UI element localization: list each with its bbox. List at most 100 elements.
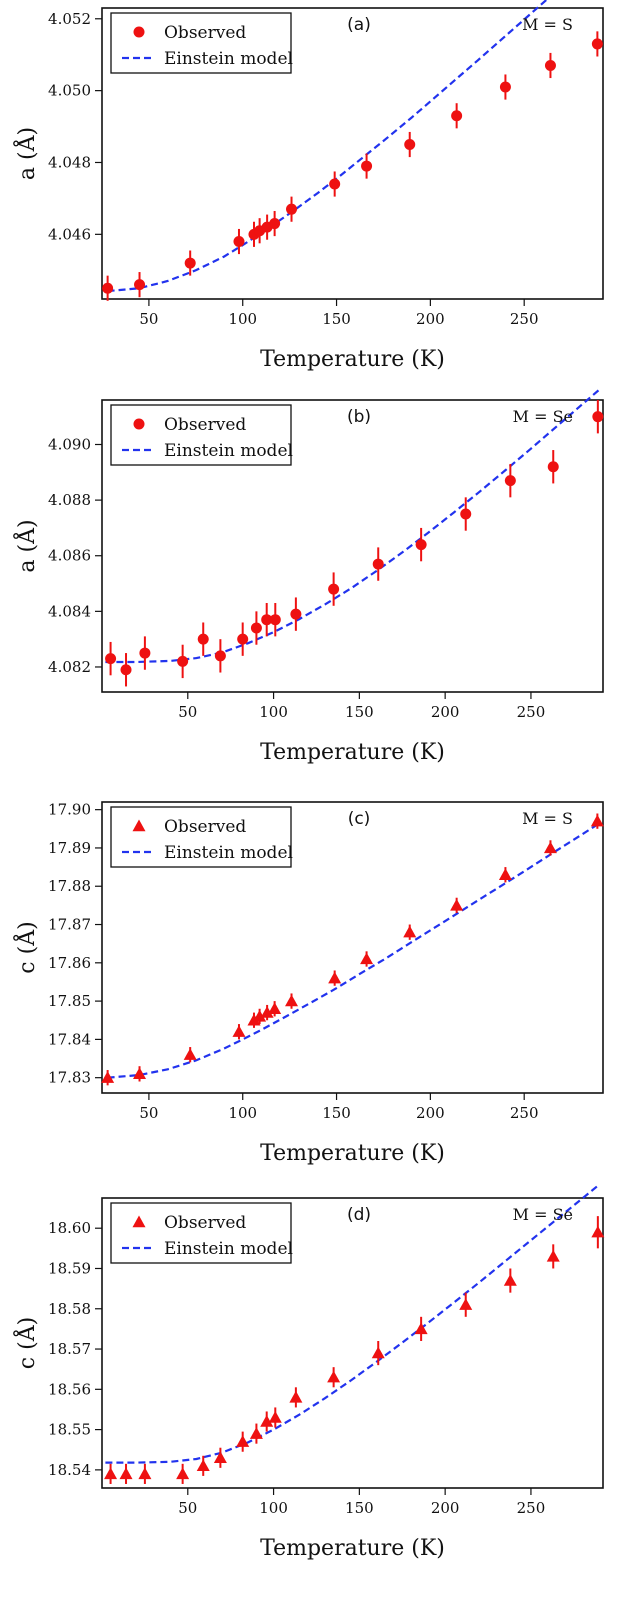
data-point	[290, 608, 302, 620]
legend-box	[110, 1202, 292, 1264]
data-point	[361, 160, 373, 172]
legend: Observed Einstein model	[110, 12, 293, 74]
data-point	[134, 279, 146, 291]
y-tick-label: 4.046	[48, 225, 91, 243]
x-tick-label: 100	[259, 1499, 288, 1517]
y-tick-label: 17.86	[48, 954, 91, 972]
legend-label-observed: Observed	[164, 817, 246, 837]
data-point	[499, 81, 511, 93]
legend-marker-observed	[132, 1215, 146, 1228]
data-point	[403, 925, 417, 938]
x-tick-label: 250	[517, 703, 546, 721]
data-point	[260, 1006, 274, 1018]
data-point	[543, 841, 557, 854]
data-point	[197, 633, 209, 645]
x-tick-label: 250	[517, 1499, 546, 1517]
y-axis-title: a (Å)	[12, 127, 40, 180]
data-point	[184, 257, 196, 269]
x-tick-label: 150	[322, 310, 351, 328]
chart-panel: 50 100 150 200 250 18.54 18.55 18.56 18.57 18.58 1…	[12, 1183, 605, 1561]
data-point	[177, 655, 189, 667]
y-tick-label: 18.57	[48, 1340, 91, 1358]
panel-label: (b)	[347, 407, 371, 427]
data-point	[101, 1071, 115, 1083]
data-point	[236, 1435, 250, 1447]
material-annotation: M = Se	[513, 407, 573, 426]
data-point	[105, 653, 117, 665]
panel-label: (a)	[347, 15, 371, 35]
data-point	[404, 139, 416, 151]
y-axis-title: c (Å)	[12, 1317, 40, 1369]
x-tick-label: 100	[228, 1104, 257, 1122]
y-axis-title: a (Å)	[12, 519, 40, 572]
x-tick-label: 50	[139, 1104, 158, 1122]
x-tick-label: 100	[259, 703, 288, 721]
data-point	[371, 1346, 385, 1359]
legend-box	[110, 404, 292, 466]
legend: Observed Einstein model	[110, 806, 293, 868]
y-tick-label: 4.048	[48, 153, 91, 171]
x-tick-label: 150	[345, 703, 374, 721]
y-tick-label: 4.050	[48, 82, 91, 100]
x-tick-label: 150	[322, 1104, 351, 1122]
data-point	[196, 1459, 210, 1472]
data-point	[460, 508, 472, 520]
legend-label-model: Einstein model	[164, 1239, 293, 1259]
data-point	[119, 1467, 133, 1480]
x-tick-label: 50	[178, 703, 197, 721]
x-tick-label: 250	[510, 1104, 539, 1122]
model-curve	[105, 388, 601, 664]
x-tick-label: 50	[139, 310, 158, 328]
data-point	[592, 411, 604, 423]
data-point	[285, 994, 299, 1007]
legend-label-model: Einstein model	[164, 843, 293, 863]
y-tick-label: 17.85	[48, 992, 91, 1010]
data-point	[591, 1225, 605, 1238]
y-axis-title: c (Å)	[12, 921, 40, 973]
y-tick-label: 17.90	[48, 801, 91, 819]
chart-panel: 50 100 150 200 250 4.082 4.084 4.086 4.088 4.090 T…	[12, 388, 604, 765]
x-axis-title: Temperature (K)	[260, 347, 445, 372]
data-point	[503, 1274, 517, 1286]
legend: Observed Einstein model	[110, 404, 293, 466]
data-point	[237, 633, 249, 645]
legend-box	[110, 12, 292, 74]
y-tick-label: 4.088	[48, 491, 91, 509]
data-point	[269, 614, 281, 626]
data-point	[250, 622, 262, 634]
x-axis-title: Temperature (K)	[260, 1141, 445, 1166]
data-point	[451, 110, 463, 122]
model-curve	[107, 0, 548, 293]
model-curve	[105, 1183, 601, 1464]
data-point	[372, 558, 384, 570]
data-point	[133, 1067, 147, 1080]
data-point	[138, 1467, 152, 1480]
data-point	[260, 1415, 274, 1427]
y-tick-label: 18.59	[48, 1259, 91, 1277]
data-point	[360, 952, 374, 965]
y-tick-label: 17.89	[48, 839, 91, 857]
data-point	[450, 898, 464, 911]
data-point	[547, 461, 559, 473]
data-point	[261, 614, 273, 626]
y-tick-label: 4.082	[48, 658, 91, 676]
data-point	[102, 282, 114, 294]
legend-marker-observed	[133, 418, 145, 430]
data-point	[289, 1390, 303, 1403]
y-tick-label: 4.084	[48, 602, 91, 620]
legend-marker-observed	[132, 819, 146, 832]
panel-label: (c)	[348, 809, 371, 829]
y-tick-label: 4.052	[48, 10, 91, 28]
data-point	[183, 1048, 197, 1060]
y-tick-label: 17.88	[48, 877, 91, 895]
y-tick-label: 18.54	[48, 1461, 91, 1479]
legend-box	[110, 806, 292, 868]
data-point	[253, 1009, 267, 1022]
data-point	[414, 1322, 428, 1335]
chart-panel: 50 100 150 200 250 17.83 17.84 17.85 17.86 17.87 1…	[12, 801, 604, 1166]
panel-label: (d)	[347, 1205, 371, 1225]
x-tick-label: 150	[345, 1499, 374, 1517]
data-point	[415, 539, 427, 551]
data-point	[327, 1370, 341, 1383]
